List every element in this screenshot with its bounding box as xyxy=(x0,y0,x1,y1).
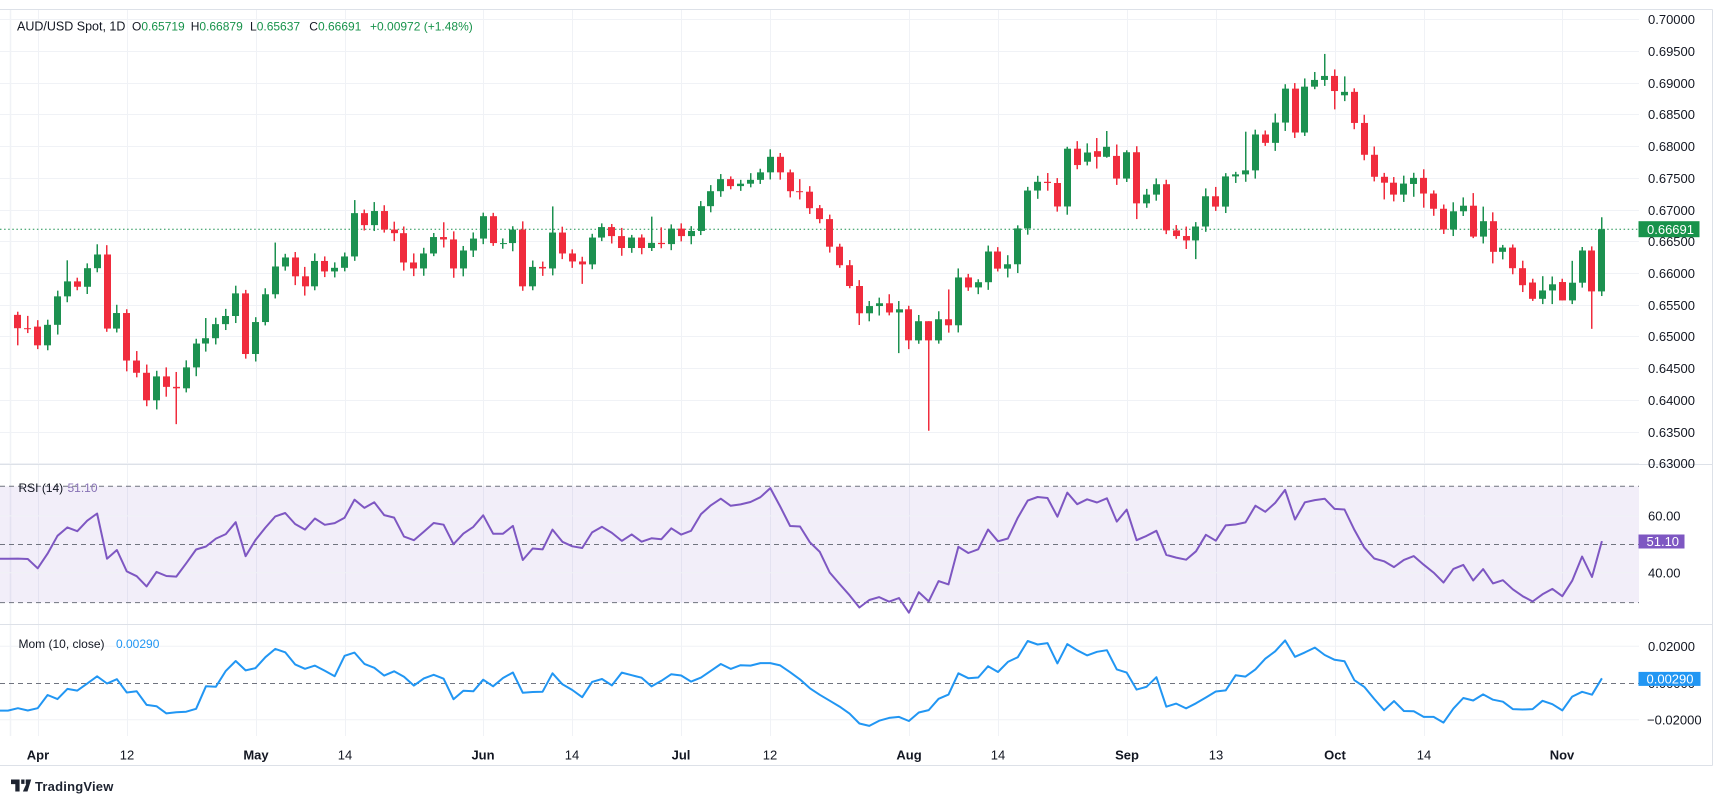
svg-text:−0.02000: −0.02000 xyxy=(1647,712,1702,727)
svg-text:O0.65719: O0.65719 xyxy=(132,20,185,34)
svg-text:14: 14 xyxy=(338,748,352,763)
svg-text:RSI (14): RSI (14) xyxy=(19,481,64,495)
svg-text:0.65500: 0.65500 xyxy=(1648,298,1695,313)
svg-text:0.66500: 0.66500 xyxy=(1648,234,1695,249)
svg-text:51.10: 51.10 xyxy=(1647,534,1680,549)
svg-text:Jun: Jun xyxy=(471,748,494,763)
svg-text:May: May xyxy=(243,748,269,763)
svg-text:0.66691: 0.66691 xyxy=(1647,222,1694,237)
svg-text:0.66000: 0.66000 xyxy=(1648,266,1695,281)
svg-text:60.00: 60.00 xyxy=(1648,509,1681,524)
svg-text:0.69500: 0.69500 xyxy=(1648,44,1695,59)
svg-text:Apr: Apr xyxy=(27,748,49,763)
svg-text:12: 12 xyxy=(763,748,777,763)
svg-text:0.00290: 0.00290 xyxy=(1647,671,1694,686)
svg-text:14: 14 xyxy=(565,748,579,763)
svg-text:0.70000: 0.70000 xyxy=(1648,12,1695,27)
svg-text:0.69000: 0.69000 xyxy=(1648,76,1695,91)
svg-text:Aug: Aug xyxy=(896,748,921,763)
svg-text:12: 12 xyxy=(120,748,134,763)
svg-text:0.67500: 0.67500 xyxy=(1648,171,1695,186)
svg-text:40.00: 40.00 xyxy=(1648,565,1681,580)
svg-text:0.02000: 0.02000 xyxy=(1648,639,1695,654)
svg-text:0.65000: 0.65000 xyxy=(1648,329,1695,344)
svg-text:Oct: Oct xyxy=(1324,748,1346,763)
svg-text:AUD/USD Spot, 1D: AUD/USD Spot, 1D xyxy=(17,20,125,34)
svg-text:0.63500: 0.63500 xyxy=(1648,425,1695,440)
svg-text:0.68500: 0.68500 xyxy=(1648,107,1695,122)
svg-text:0.67000: 0.67000 xyxy=(1648,203,1695,218)
svg-text:14: 14 xyxy=(1417,748,1431,763)
svg-text:TradingView: TradingView xyxy=(35,779,114,794)
svg-text:Mom (10, close): Mom (10, close) xyxy=(19,637,105,651)
svg-text:0.00290: 0.00290 xyxy=(116,637,160,651)
svg-text:0.68000: 0.68000 xyxy=(1648,139,1695,154)
svg-text:0.63000: 0.63000 xyxy=(1648,456,1695,471)
svg-text:L0.65637: L0.65637 xyxy=(250,20,300,34)
svg-text:0.64500: 0.64500 xyxy=(1648,361,1695,376)
svg-text:C0.66691: C0.66691 xyxy=(309,20,361,34)
svg-text:14: 14 xyxy=(991,748,1005,763)
svg-text:Nov: Nov xyxy=(1550,748,1575,763)
svg-text:Sep: Sep xyxy=(1115,748,1139,763)
svg-text:51.10: 51.10 xyxy=(68,481,98,495)
svg-text:13: 13 xyxy=(1209,748,1223,763)
svg-text:H0.66879: H0.66879 xyxy=(191,20,243,34)
svg-text:0.64000: 0.64000 xyxy=(1648,393,1695,408)
svg-text:Jul: Jul xyxy=(672,748,691,763)
svg-text:+0.00972 (+1.48%): +0.00972 (+1.48%) xyxy=(370,20,473,34)
